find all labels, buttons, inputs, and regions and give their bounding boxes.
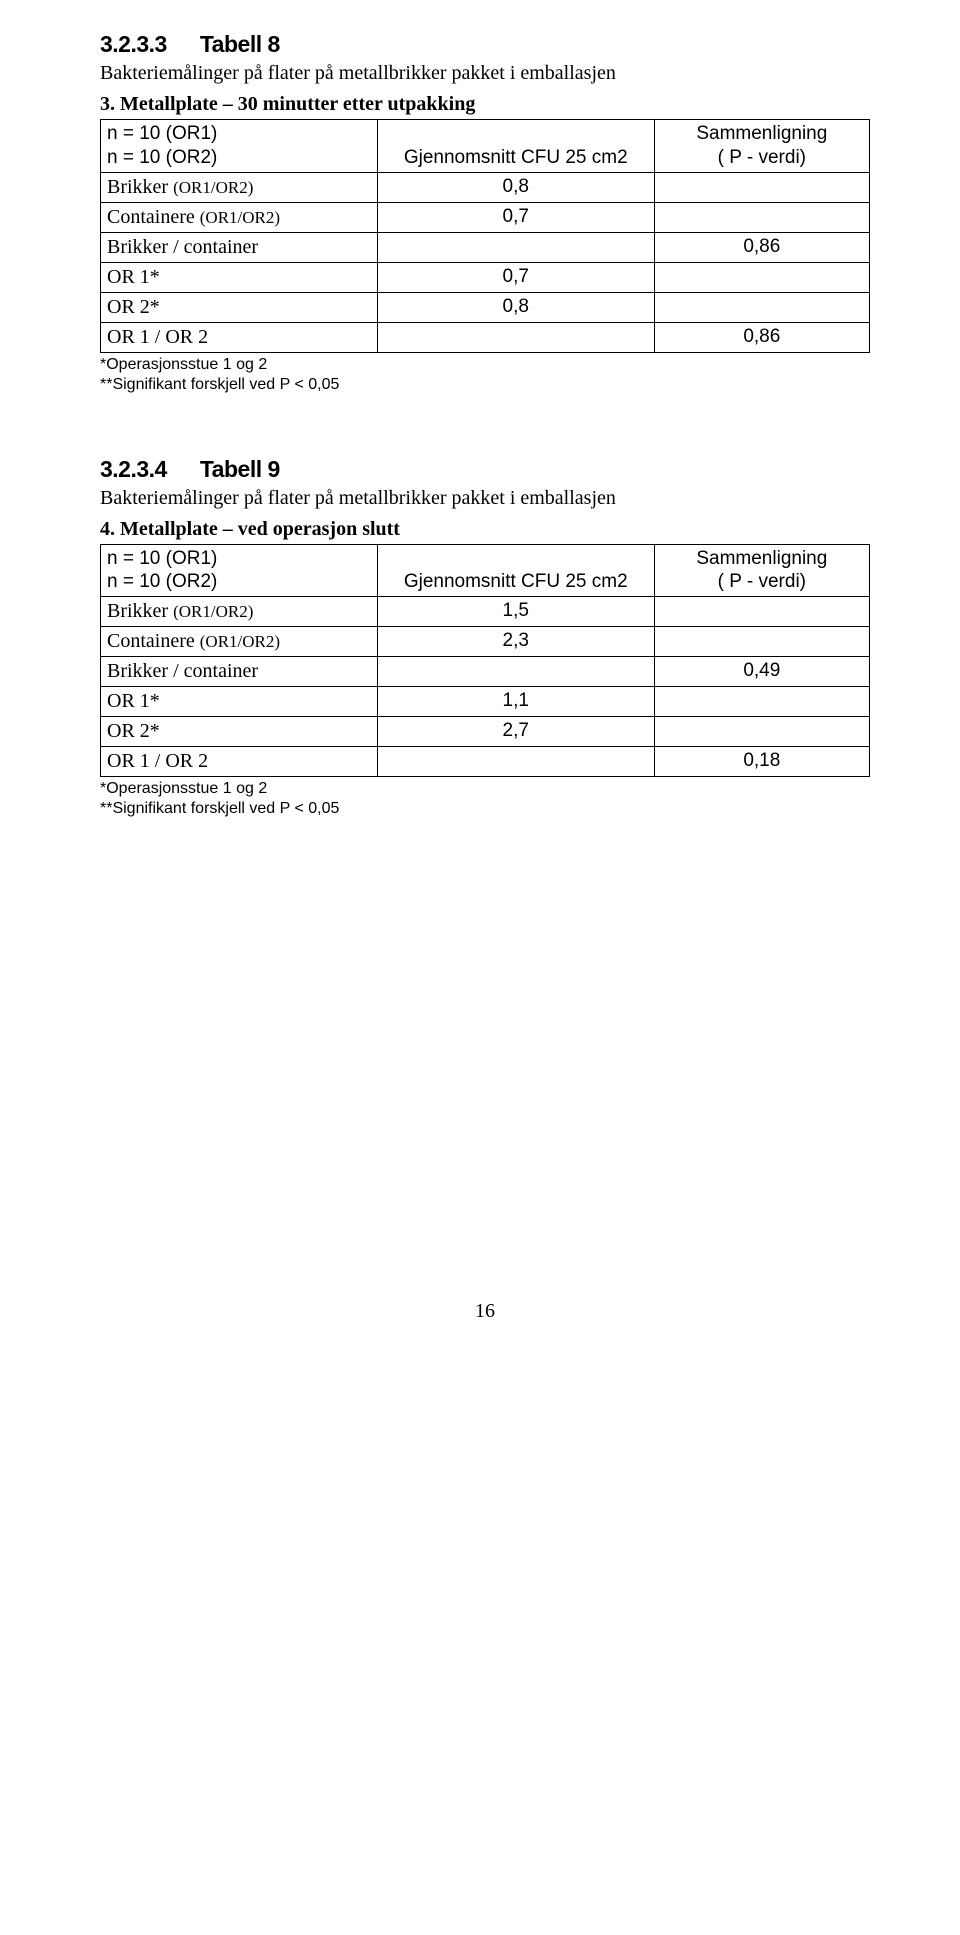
cell (654, 262, 869, 292)
cell: Brikker / container (101, 232, 378, 262)
cell: 2,7 (377, 717, 654, 747)
table-row: Brikker / container 0,49 (101, 657, 870, 687)
table-header-cell: Sammenligning (661, 122, 863, 146)
section-subtitle: Bakteriemålinger på flater på metallbrik… (100, 61, 870, 86)
table-row: OR 2* 0,8 (101, 292, 870, 322)
table-header-cell: ( P - verdi) (661, 570, 863, 594)
cell: 0,8 (377, 172, 654, 202)
table-row: OR 1* 0,7 (101, 262, 870, 292)
table-header-cell: n = 10 (OR1) (107, 547, 371, 571)
cell (654, 687, 869, 717)
section-subtitle: Bakteriemålinger på flater på metallbrik… (100, 486, 870, 511)
table-row: OR 1 / OR 2 0,86 (101, 322, 870, 352)
cell (654, 717, 869, 747)
cell: Brikker (OR1/OR2) (107, 176, 253, 198)
cell: OR 1* (101, 262, 378, 292)
cell (654, 597, 869, 627)
page-number: 16 (100, 1299, 870, 1324)
cell: 0,7 (377, 262, 654, 292)
cell: Brikker (OR1/OR2) (107, 600, 253, 622)
cell (377, 322, 654, 352)
table-row: Brikker (OR1/OR2) 0,8 (101, 172, 870, 202)
table-row: OR 1* 1,1 (101, 687, 870, 717)
cell: 1,5 (377, 597, 654, 627)
table-header-cell: Gjennomsnitt CFU 25 cm2 (384, 146, 648, 170)
cell: 0,49 (654, 657, 869, 687)
table-caption: 4. Metallplate – ved operasjon slutt (100, 517, 870, 542)
table-8: n = 10 (OR1) n = 10 (OR2) Gjennomsnitt C… (100, 119, 870, 353)
section-number: 3.2.3.4 (100, 455, 167, 484)
table-row: Brikker / container 0,86 (101, 232, 870, 262)
table-caption: 3. Metallplate – 30 minutter etter utpak… (100, 92, 870, 117)
cell: 0,86 (654, 322, 869, 352)
section-heading-2: 3.2.3.4 Tabell 9 (100, 455, 870, 484)
cell: Containere (OR1/OR2) (107, 630, 280, 652)
cell: OR 1 / OR 2 (101, 747, 378, 777)
section-title: Tabell 9 (200, 455, 280, 484)
section-heading-1: 3.2.3.3 Tabell 8 (100, 30, 870, 59)
cell: 1,1 (377, 687, 654, 717)
cell (654, 172, 869, 202)
table-header-cell: n = 10 (OR2) (107, 146, 371, 170)
table-footnote: *Operasjonsstue 1 og 2 **Signifikant for… (100, 779, 870, 819)
cell: 2,3 (377, 627, 654, 657)
section-number: 3.2.3.3 (100, 30, 167, 59)
cell (654, 292, 869, 322)
table-row: Containere (OR1/OR2) 0,7 (101, 202, 870, 232)
table-header-cell: Sammenligning (661, 547, 863, 571)
cell (377, 657, 654, 687)
table-header-cell: n = 10 (OR1) (107, 122, 371, 146)
table-header-cell: ( P - verdi) (661, 146, 863, 170)
table-row: Brikker (OR1/OR2) 1,5 (101, 597, 870, 627)
table-row: Containere (OR1/OR2) 2,3 (101, 627, 870, 657)
cell: Containere (OR1/OR2) (107, 206, 280, 228)
cell: OR 1* (101, 687, 378, 717)
section-title: Tabell 8 (200, 30, 280, 59)
cell (377, 747, 654, 777)
cell (654, 202, 869, 232)
cell: OR 2* (101, 292, 378, 322)
cell: OR 2* (101, 717, 378, 747)
cell: 0,18 (654, 747, 869, 777)
cell (654, 627, 869, 657)
table-header-cell: Gjennomsnitt CFU 25 cm2 (384, 570, 648, 594)
cell: 0,86 (654, 232, 869, 262)
table-footnote: *Operasjonsstue 1 og 2 **Signifikant for… (100, 355, 870, 395)
table-row: OR 1 / OR 2 0,18 (101, 747, 870, 777)
cell: OR 1 / OR 2 (101, 322, 378, 352)
cell: Brikker / container (101, 657, 378, 687)
table-9: n = 10 (OR1) n = 10 (OR2) Gjennomsnitt C… (100, 544, 870, 778)
table-row: OR 2* 2,7 (101, 717, 870, 747)
cell: 0,7 (377, 202, 654, 232)
table-header-cell: n = 10 (OR2) (107, 570, 371, 594)
cell (377, 232, 654, 262)
cell: 0,8 (377, 292, 654, 322)
